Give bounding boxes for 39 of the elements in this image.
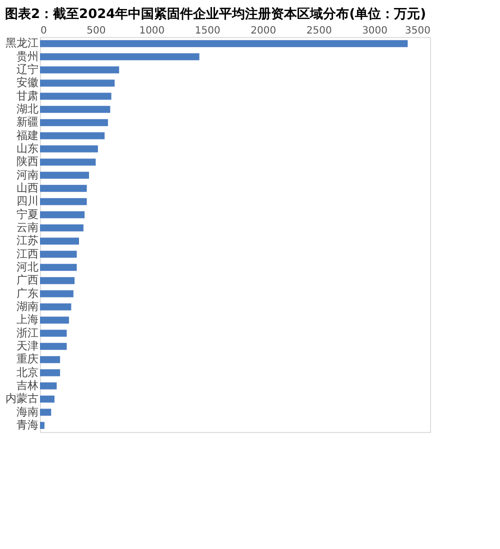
- y-tick-label: 广东: [16, 286, 38, 300]
- x-tick-label: 2000: [250, 26, 276, 36]
- y-tick-label: 重庆: [16, 352, 38, 366]
- y-tick-label: 贵州: [16, 50, 38, 63]
- y-tick-label: 新疆: [16, 116, 38, 129]
- x-tick-label: 3000: [362, 26, 388, 36]
- y-tick-label: 安徽: [16, 76, 38, 90]
- y-tick-label: 宁夏: [16, 208, 38, 221]
- y-tick-label: 天津: [16, 339, 38, 352]
- y-tick-label: 辽宁: [16, 62, 38, 76]
- y-tick-label: 山西: [16, 181, 38, 194]
- y-tick-label: 海南: [16, 405, 38, 418]
- y-tick-label: 广西: [16, 274, 38, 287]
- y-tick-label: 黑龙江: [6, 36, 38, 50]
- y-tick-label: 湖北: [16, 102, 38, 116]
- x-tick-label: 0: [40, 26, 47, 36]
- y-tick-label: 青海: [16, 418, 38, 432]
- x-tick-label: 2500: [306, 26, 332, 36]
- y-tick-label: 浙江: [16, 326, 38, 340]
- y-tick-label: 云南: [16, 220, 38, 234]
- y-tick-label: 山东: [16, 142, 38, 155]
- x-tick-label: 1000: [139, 26, 165, 36]
- y-tick-label: 河南: [16, 168, 38, 182]
- chart-title: 图表2：截至2024年中国紧固件企业平均注册资本区域分布(单位：万元): [5, 6, 426, 22]
- y-tick-label: 福建: [16, 128, 38, 142]
- y-tick-label: 江西: [16, 247, 38, 260]
- x-tick-label: 500: [86, 26, 106, 36]
- y-tick-label: 上海: [16, 313, 38, 326]
- y-tick-label: 内蒙古: [6, 392, 38, 406]
- y-tick-label: 四川: [16, 194, 38, 208]
- y-tick-label: 陕西: [16, 155, 38, 168]
- y-tick-label: 河北: [16, 260, 38, 274]
- y-tick-label: 北京: [16, 366, 38, 379]
- y-tick-label: 湖南: [16, 300, 38, 313]
- x-tick-label: 1500: [194, 26, 220, 36]
- y-tick-label: 吉林: [16, 378, 38, 392]
- y-tick-label: 江苏: [16, 234, 38, 248]
- x-tick-label: 3500: [405, 26, 430, 36]
- y-tick-label: 甘肃: [16, 89, 38, 102]
